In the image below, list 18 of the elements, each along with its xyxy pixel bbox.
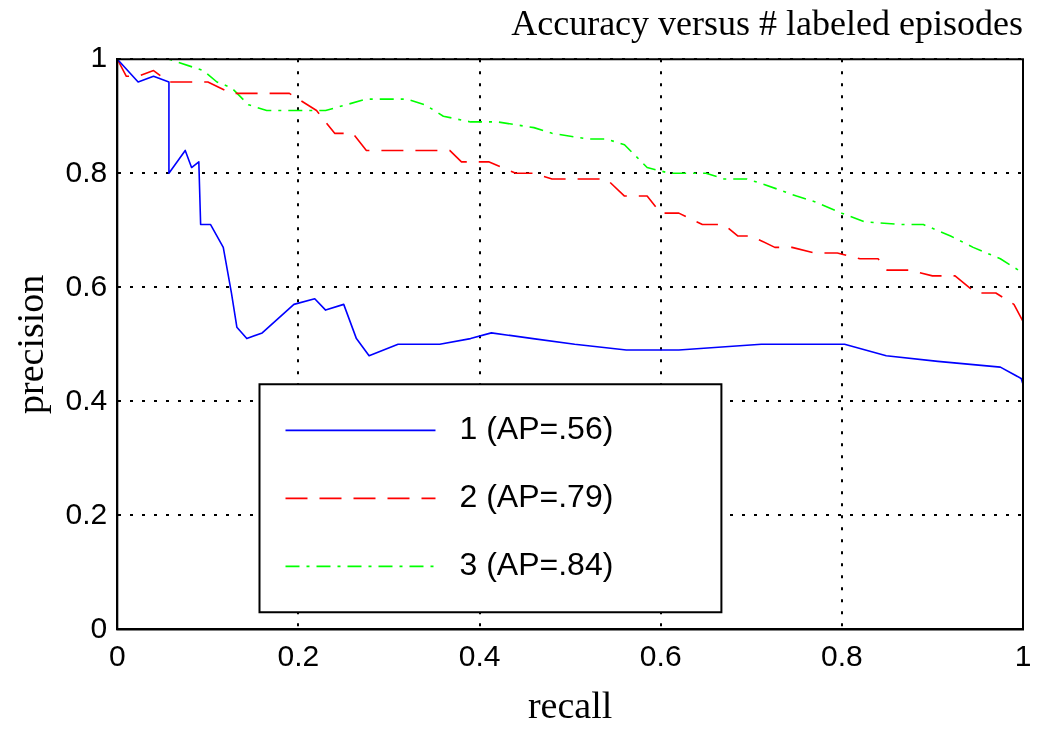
y-tick-label: 0.6 — [65, 268, 108, 302]
y-tick-label: 1 — [90, 40, 108, 74]
y-tick-label: 0 — [90, 610, 108, 644]
y-tick-label: 0.4 — [65, 382, 108, 416]
x-tick-label: 0.2 — [277, 638, 320, 672]
x-tick-label: 0.8 — [821, 638, 863, 672]
x-tick-label: 0.4 — [458, 638, 501, 672]
legend-label: 1 (AP=.56) — [459, 410, 614, 447]
x-tick-label: 1 — [1014, 638, 1032, 672]
x-axis-title: recall — [527, 684, 613, 727]
legend-label: 3 (AP=.84) — [459, 546, 614, 583]
y-tick-label: 0.8 — [65, 154, 108, 188]
y-tick-label: 0.2 — [65, 496, 108, 530]
x-tick-label: 0.6 — [639, 638, 682, 672]
line-series — [117, 59, 1023, 323]
legend-label: 2 (AP=.79) — [459, 478, 614, 515]
y-axis-title: precision — [8, 274, 51, 414]
chart-title: Accuracy versus # labeled episodes — [511, 3, 1023, 44]
